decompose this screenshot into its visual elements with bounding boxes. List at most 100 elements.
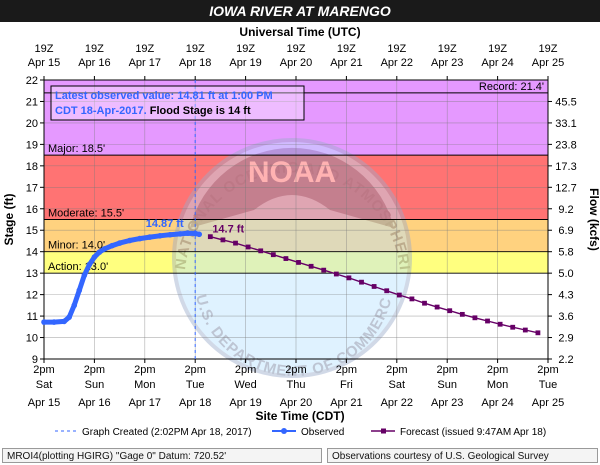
forecast-point [359,279,364,285]
chart-title: IOWA RIVER AT MARENGO [209,3,391,19]
flow-tick-label: 4.3 [558,290,573,302]
bottom-x-tick-date: Apr 22 [381,397,413,409]
observed-point [196,231,203,238]
legend-observed-label: Observed [301,427,344,438]
bottom-x-tick-date: Apr 19 [229,397,261,409]
forecast-point [333,271,339,277]
bottom-x-tick-day: Fri [340,379,353,391]
bottom-x-tick-time: 2pm [235,364,256,376]
y-tick-label: 17 [26,182,38,194]
y-tick-label: 18 [26,161,38,173]
flow-tick-label: 5.0 [558,268,573,280]
bottom-x-tick-time: 2pm [33,364,54,376]
footer-credit: Observations courtesy of U.S. Geological… [327,448,598,463]
flow-tick-label: 17.3 [555,161,576,173]
observed-point [157,233,163,239]
observed-point [96,249,103,255]
bottom-x-tick-day: Tue [186,379,205,391]
flow-tick-label: 12.7 [555,182,576,194]
forecast-point [207,234,213,240]
bottom-x-tick-time: 2pm [336,364,357,376]
forecast-point [245,244,251,250]
bottom-x-tick-time: 2pm [487,364,508,376]
bottom-x-tick-date: Apr 25 [532,397,564,409]
forecast-point [258,248,264,254]
observed-point [184,230,191,237]
legend: Graph Created (2:02PM Apr 18, 2017) Obser… [55,427,546,438]
watermark-bird [190,147,394,228]
flow-tick-label: 5.8 [558,247,573,259]
y-axis-title: Stage (ft) [2,194,16,246]
threshold-label-action: Action: 13.0' [48,261,108,273]
top-x-tick-date: Apr 22 [381,57,413,69]
forecast-point [459,311,465,317]
observed-point [167,231,173,238]
bottom-x-tick-time: 2pm [386,364,407,376]
forecast-point [371,284,377,289]
y-tick-label: 13 [26,268,38,280]
bottom-x-tick-day: Sat [36,379,53,391]
forecast-point [270,252,276,258]
bottom-x-tick-time: 2pm [134,364,155,376]
bottom-x-tick-time: 2pm [184,364,205,376]
forecast-point [296,260,301,265]
y-tick-label: 22 [26,75,38,87]
observed-peak-label: 14.87 ft [146,218,184,230]
y-tick-label: 9 [32,354,38,366]
observed-point [76,287,83,294]
bottom-x-tick-day: Wed [234,379,256,391]
forecast-point [409,296,415,302]
top-x-tick-time: 19Z [488,43,507,55]
footer-datum-text: MROI4(plotting HGIRG) "Gage 0" Datum: 72… [7,451,227,462]
threshold-label-minor: Minor: 14.0' [48,240,105,252]
bottom-x-tick-date: Apr 15 [28,397,60,409]
bottom-x-tick-date: Apr 21 [330,397,362,409]
observed-point [71,302,78,309]
bottom-x-tick-date: Apr 23 [431,397,463,409]
flow-tick-label: 23.8 [555,139,576,151]
y-tick-label: 15 [26,225,38,237]
forecast-point [510,324,516,330]
bottom-x-tick-day: Sun [437,379,457,391]
y-tick-label: 16 [26,204,38,216]
info-box-line1: Latest observed value: 14.81 ft at 1:00 … [55,90,273,102]
forecast-point [283,256,289,261]
forecast-point [497,321,503,327]
bottom-x-tick-time: 2pm [436,364,457,376]
top-x-tick-date: Apr 21 [330,57,362,69]
bottom-x-tick-date: Apr 16 [78,397,110,409]
forecast-start-label: 14.7 ft [212,224,244,236]
bottom-x-tick-day: Mon [487,379,508,391]
legend-graph-created-label: Graph Created (2:02PM Apr 18, 2017) [82,427,252,438]
forecast-point [308,263,314,269]
watermark-disc [174,140,410,376]
forecast-point [522,327,528,333]
flow-tick-label: 33.1 [555,118,576,130]
observed-point [126,237,133,244]
top-x-tick-date: Apr 16 [78,57,110,69]
bottom-x-tick-day: Thu [287,379,306,391]
observed-point [109,242,115,249]
flow-tick-label: 9.2 [558,204,573,216]
y-tick-label: 11 [27,311,38,323]
observed-point [81,272,88,279]
forecast-point [233,240,238,246]
observed-point [41,319,47,325]
top-x-tick-date: Apr 24 [481,57,513,69]
observed-series-line [41,230,202,325]
top-axis-title: Universal Time (UTC) [239,25,360,39]
top-x-tick-date: Apr 17 [129,57,161,69]
observed-point [66,314,72,320]
observed-point [91,254,98,260]
flow-tick-label: 45.5 [555,96,576,108]
watermark-logo-text: NOAA [248,156,336,189]
bottom-x-tick-date: Apr 20 [280,397,312,409]
forecast-point [220,237,226,243]
top-x-tick-time: 19Z [85,43,104,55]
y-tick-label: 14 [26,247,38,259]
observed-point [136,235,143,242]
y-tick-label: 20 [26,118,38,130]
forecast-point [472,315,478,321]
top-x-tick-time: 19Z [539,43,558,55]
